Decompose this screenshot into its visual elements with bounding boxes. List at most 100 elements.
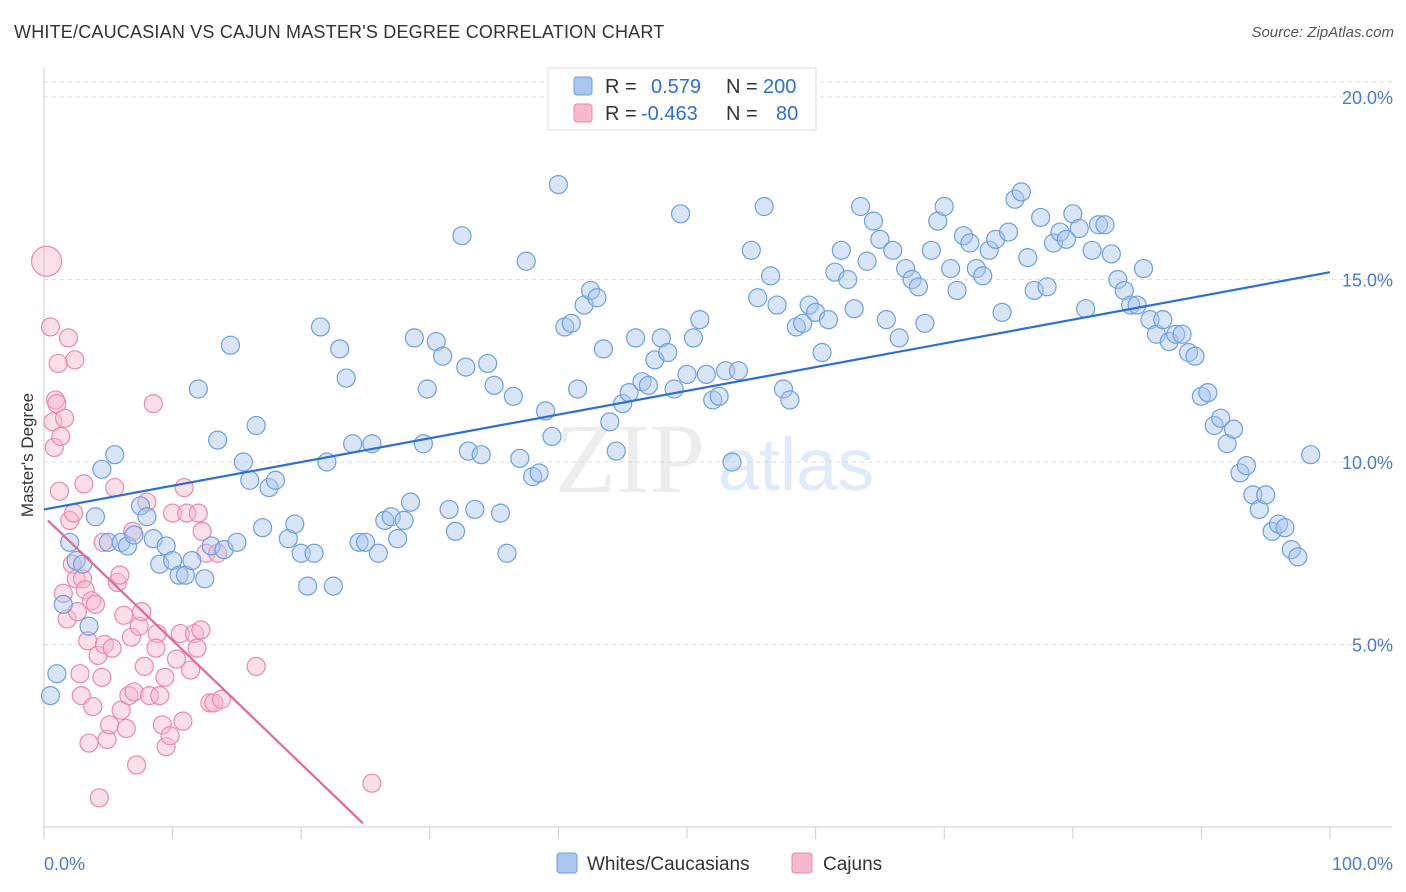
cajun-point — [174, 477, 194, 498]
white-point — [130, 496, 151, 516]
cajun-point — [177, 503, 197, 523]
white-point — [375, 510, 395, 531]
legend-n-label-2: N = — [726, 103, 758, 125]
cajun-point — [116, 718, 136, 739]
cajun-point — [246, 656, 266, 677]
white-point — [381, 507, 401, 527]
white-point — [394, 510, 414, 531]
white-point — [934, 196, 954, 217]
white-point — [703, 390, 723, 410]
cajun-point — [74, 474, 94, 494]
white-point — [1082, 240, 1102, 260]
white-point — [941, 258, 961, 279]
white-point — [818, 310, 839, 330]
cajun-point — [155, 667, 175, 687]
watermark: ZIP atlas — [555, 403, 874, 514]
white-point — [66, 550, 86, 571]
y-tick-label: 5.0% — [1352, 636, 1393, 656]
bottom-legend-swatch-pink — [791, 852, 813, 874]
white-point — [741, 240, 761, 260]
white-point — [323, 576, 343, 596]
white-point — [1095, 215, 1115, 235]
cajun-point — [75, 580, 95, 600]
cajun-point — [181, 660, 201, 680]
white-point — [336, 368, 356, 388]
white-point — [285, 514, 305, 534]
cajun-point — [143, 394, 163, 414]
white-point — [1275, 518, 1295, 538]
white-point — [902, 269, 922, 290]
cajun-point — [44, 437, 64, 457]
white-point — [1037, 277, 1057, 297]
white-point — [47, 664, 67, 684]
white-point — [838, 269, 858, 290]
white-point — [580, 280, 601, 301]
white-point — [1204, 415, 1224, 436]
white-point — [1288, 547, 1308, 567]
white-point — [883, 240, 903, 260]
y-tick-labels: 5.0% 10.0% 15.0% 20.0% — [1342, 88, 1393, 656]
cajun-point — [70, 664, 90, 684]
white-point — [208, 430, 228, 450]
white-point — [433, 346, 453, 366]
white-point — [240, 470, 260, 490]
cajun-point — [187, 638, 207, 658]
cajun-point — [211, 689, 232, 709]
white-point — [1011, 182, 1031, 202]
white-point — [400, 492, 421, 512]
white-point — [799, 295, 819, 315]
white-point — [439, 499, 459, 520]
white-point — [92, 459, 112, 479]
x-tick-labels: 0.0% 100.0% — [44, 854, 1393, 874]
x-tick-label-min: 0.0% — [44, 854, 85, 874]
white-point — [85, 507, 106, 527]
cajun-point — [192, 521, 212, 541]
white-point — [169, 565, 189, 585]
white-point — [188, 379, 208, 399]
white-point — [137, 507, 157, 527]
white-point — [523, 467, 543, 487]
cajun-point — [188, 503, 208, 523]
white-point — [1088, 215, 1109, 235]
y-tick-label: 20.0% — [1342, 88, 1393, 108]
white-point — [1133, 258, 1154, 279]
source-label: Source: ZipAtlas.com — [1251, 24, 1394, 41]
white-point — [497, 543, 517, 563]
white-point — [786, 317, 806, 337]
cajun-point — [85, 594, 106, 614]
white-point — [529, 463, 549, 483]
white-point — [568, 379, 588, 399]
white-point — [1024, 280, 1044, 301]
white-point — [831, 240, 851, 260]
white-point — [478, 353, 498, 374]
white-point — [79, 616, 99, 636]
chart-title: WHITE/CAUCASIAN VS CAJUN MASTER'S DEGREE… — [14, 22, 665, 42]
white-point — [105, 445, 125, 465]
legend-n-label-1: N = — [726, 76, 758, 98]
cajun-point — [114, 605, 134, 625]
cajun-point — [173, 711, 193, 731]
white-point — [445, 521, 466, 541]
cajun-point — [121, 627, 142, 647]
white-point — [1050, 222, 1070, 242]
white-point — [355, 532, 376, 552]
white-point — [876, 310, 896, 330]
x-tick-label-max: 100.0% — [1332, 854, 1393, 874]
white-point — [555, 317, 575, 337]
bottom-legend-swatch-blue — [556, 852, 578, 874]
white-point — [1127, 295, 1147, 315]
cajun-point — [83, 696, 103, 717]
white-point — [625, 328, 646, 348]
white-point — [960, 233, 980, 253]
white-point — [417, 379, 437, 399]
white-point — [484, 375, 504, 395]
white-point — [600, 412, 620, 432]
cajun-point — [152, 715, 172, 735]
white-point — [1230, 463, 1250, 483]
white-point — [490, 503, 511, 523]
cajun-point — [30, 245, 63, 277]
white-point — [349, 532, 369, 552]
white-point — [773, 379, 794, 399]
cajun-point — [362, 773, 382, 793]
